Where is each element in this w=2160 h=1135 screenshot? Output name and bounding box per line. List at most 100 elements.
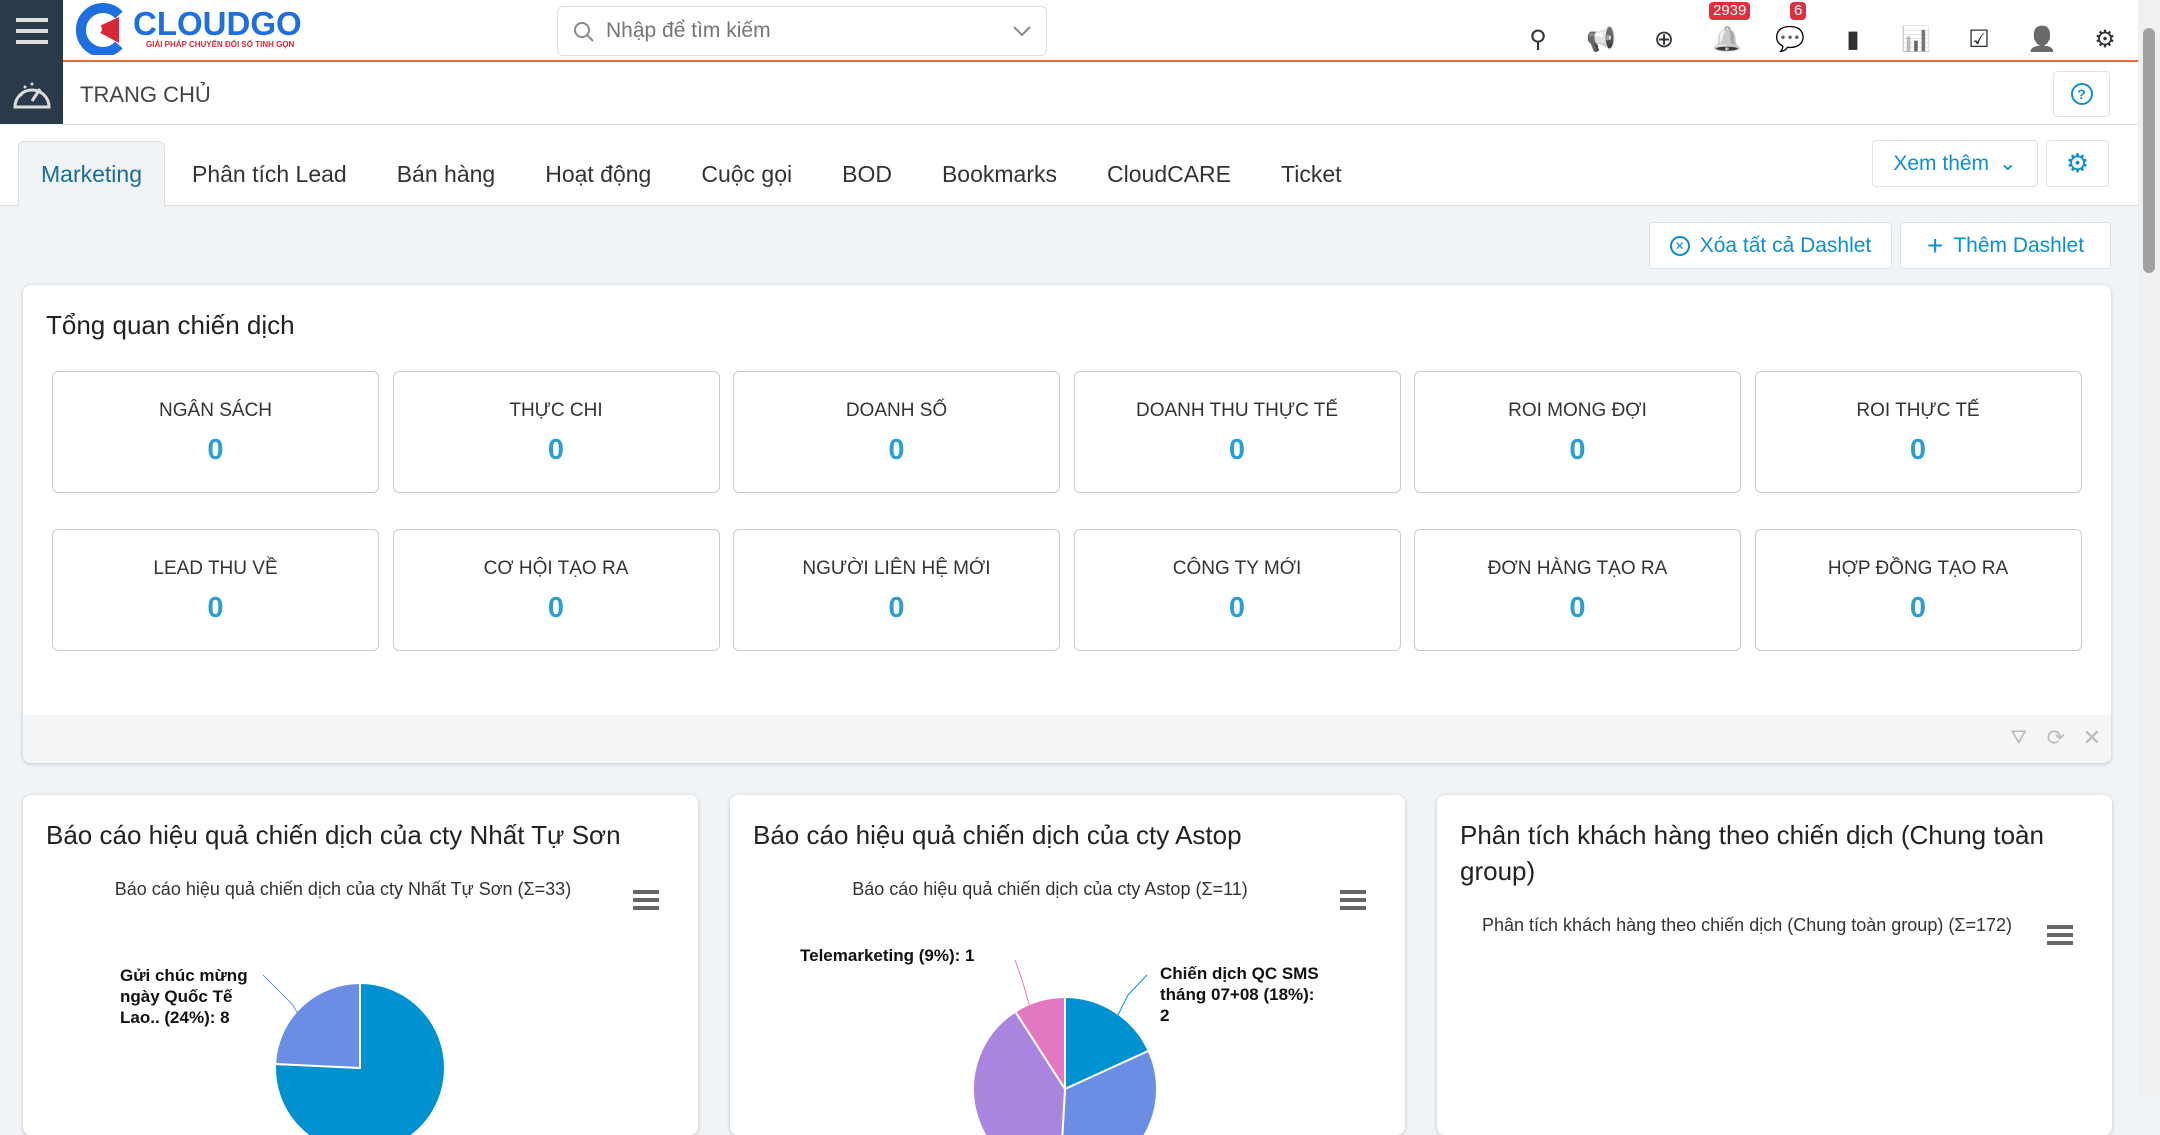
stat-label: DOANH SỐ [845,400,948,421]
tab-2[interactable]: Bán hàng [396,161,496,187]
tab-settings-button[interactable]: ⚙ [2046,140,2109,187]
stat-box: ĐƠN HÀNG TẠO RA 0 [1414,529,1741,651]
help-icon: ? [2070,83,2093,105]
chart-icon[interactable]: 📊 [1901,26,1931,53]
search-icon [574,22,594,42]
dashlet-title: Phân tích khách hàng theo chiến dịch (Ch… [1460,820,2044,886]
stat-label: NGƯỜI LIÊN HỆ MỚI [802,558,991,579]
tab-1[interactable]: Phân tích Lead [191,161,347,187]
close-circle-icon: ✕ [1669,235,1690,256]
tab-8[interactable]: Ticket [1281,161,1342,187]
left-sidebar [0,0,63,124]
slice-label: Gửi chúc mừng ngày Quốc Tế Lao.. (24%): … [120,966,248,1027]
tab-6[interactable]: Bookmarks [941,161,1058,187]
slice-label: Chiến dịch QC SMS tháng 07+08 (18%): 2 [1160,964,1319,1025]
gear-icon[interactable]: ⚙ [2094,26,2116,53]
chart-dashlet: Báo cáo hiệu quả chiến dịch của cty Nhất… [23,795,698,1135]
stat-label: LEAD THU VỀ [153,558,278,579]
stat-value: 0 [888,592,905,624]
stat-label: CƠ HỘI TẠO RA [483,558,629,579]
chart-menu-icon[interactable] [1340,890,1366,910]
dashlet-title: Báo cáo hiệu quả chiến dịch của cty Asto… [753,820,1242,850]
pie-chart [1437,795,2112,1135]
tab-bar: Marketing Phân tích Lead Bán hàng Hoạt động… [0,125,2138,206]
stat-label: ĐƠN HÀNG TẠO RA [1487,558,1668,579]
label-connector [262,974,304,1024]
search-box[interactable] [557,6,1047,56]
add-dashlet-button[interactable]: + Thêm Dashlet [1900,222,2111,269]
stat-box: NGƯỜI LIÊN HỆ MỚI 0 [733,529,1060,651]
scrollbar-thumb[interactable] [2143,28,2155,273]
stat-label: ROI MONG ĐỢI [1508,400,1647,421]
stat-value: 0 [207,434,224,466]
logo-text: CLOUDGO [133,5,302,42]
scrollbar[interactable] [2138,0,2160,1096]
plus-circle-icon[interactable]: ⊕ [1653,26,1675,53]
stat-label: THỰC CHI [509,400,603,421]
stat-label: NGÂN SÁCH [159,400,272,421]
close-icon[interactable]: ✕ [2082,725,2101,750]
stat-value: 0 [1569,592,1586,624]
megaphone-icon[interactable]: 📢 [1586,26,1616,53]
more-label: Xem thêm [1893,151,1990,175]
tab-7[interactable]: CloudCARE [1107,161,1232,187]
plus-icon: + [1926,229,1944,261]
label-connector [1014,959,1031,1008]
map-pin-icon[interactable]: ⚲ [1529,26,1547,53]
calendar-icon[interactable]: ▮ [1846,26,1860,53]
tab-5[interactable]: BOD [842,161,892,187]
stat-value: 0 [1909,434,1927,466]
logo-tagline: GIẢI PHÁP CHUYỂN ĐỔI SỐ TINH GỌN [146,40,295,49]
stat-box: HỢP ĐỒNG TẠO RA 0 [1754,529,2082,651]
pie-slice[interactable] [1013,995,1066,1093]
dashlet-footer: ⛛ ⟳ ✕ [23,715,2111,763]
tab-4[interactable]: Cuộc gọi [701,161,793,187]
page-title: TRANG CHỦ [80,82,211,107]
gear-icon: ⚙ [2065,148,2090,178]
stat-label: ROI THỰC TẾ [1856,400,1980,421]
chart-menu-icon[interactable] [2047,925,2073,945]
message-badge: 6 [1790,2,1807,20]
search-input[interactable] [606,15,986,47]
stat-box: LEAD THU VỀ 0 [52,529,379,651]
add-label: Thêm Dashlet [1953,233,2085,257]
bell-icon[interactable]: 🔔 [1712,26,1742,53]
chart-dashlet: Báo cáo hiệu quả chiến dịch của cty Asto… [730,795,1405,1135]
chart-title: Báo cáo hiệu quả chiến dịch của cty Asto… [852,879,1248,899]
logo[interactable]: CLOUDGO GIẢI PHÁP CHUYỂN ĐỔI SỐ TINH GỌN [73,3,323,55]
pie-slice[interactable] [274,981,361,1070]
breadcrumb: TRANG CHỦ ? [63,63,2138,125]
stat-value: 0 [888,434,905,466]
help-button[interactable]: ? [2053,71,2110,117]
filter-icon[interactable]: ⛛ [2010,727,2027,749]
stat-label: CÔNG TY MỚI [1172,558,1302,579]
stat-label: HỢP ĐỒNG TẠO RA [1827,558,2009,579]
stat-box: DOANH THU THỰC TẾ 0 [1073,371,1401,493]
dashboard-gauge-icon[interactable] [11,75,53,111]
tab-0[interactable]: Marketing [18,141,165,206]
stat-value: 0 [1909,592,1927,624]
dashlet-title: Tổng quan chiến dịch [46,310,295,340]
checkbox-icon[interactable]: ☑ [1968,26,1990,53]
hamburger-menu-icon[interactable] [16,18,48,44]
stat-value: 0 [547,592,565,624]
stat-box: CÔNG TY MỚI 0 [1073,529,1401,651]
chart-dashlet: Phân tích khách hàng theo chiến dịch (Ch… [1437,795,2112,1135]
stat-value: 0 [207,592,224,624]
stat-value: 0 [1228,592,1246,624]
chart-menu-icon[interactable] [633,890,659,910]
tab-3[interactable]: Hoạt động [545,161,652,187]
chat-icon[interactable]: 💬 [1775,26,1805,53]
refresh-icon[interactable]: ⟳ [2046,725,2065,750]
campaign-overview-dashlet: Tổng quan chiến dịch NGÂN SÁCH 0 THỰC CHI 0… [23,285,2111,763]
chevron-down-icon[interactable] [1012,24,1032,38]
user-icon[interactable]: 👤 [2027,26,2057,53]
chart-title: Báo cáo hiệu quả chiến dịch của cty Nhất… [114,879,572,899]
stat-box: ROI THỰC TẾ 0 [1754,371,2082,493]
top-bar: CLOUDGO GIẢI PHÁP CHUYỂN ĐỔI SỐ TINH GỌN… [63,0,2138,62]
pie-slice[interactable] [1064,995,1151,1091]
clear-dashlets-button[interactable]: ✕ Xóa tất cả Dashlet [1649,222,1892,269]
stat-box: DOANH SỐ 0 [733,371,1060,493]
more-tabs-button[interactable]: Xem thêm ⌄ [1872,140,2038,187]
notification-badge: 2939 [1709,2,1751,20]
